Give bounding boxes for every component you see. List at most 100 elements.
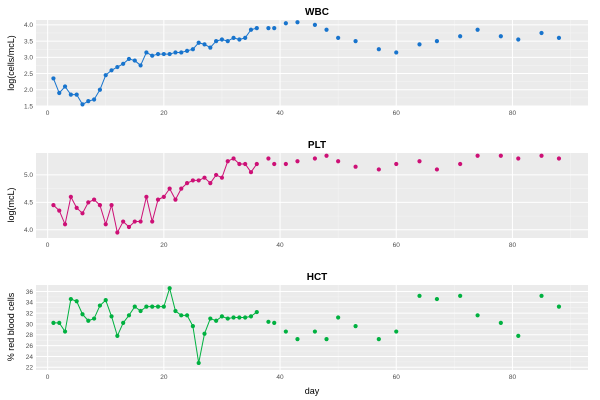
data-point	[254, 161, 259, 167]
y-tick-label: 34	[26, 300, 34, 307]
data-point	[68, 194, 73, 199]
data-point	[62, 329, 68, 334]
data-point	[86, 200, 91, 205]
data-point	[155, 304, 161, 309]
data-point	[434, 296, 440, 302]
y-tick-label: 5.0	[24, 172, 33, 179]
data-point	[475, 153, 480, 158]
data-point	[126, 224, 132, 230]
x-tick-label: 60	[393, 374, 401, 381]
data-point	[184, 48, 190, 53]
data-point	[109, 68, 114, 73]
data-point	[353, 164, 358, 169]
data-point	[498, 320, 503, 325]
data-point	[155, 51, 161, 57]
y-tick-label: 3.5	[24, 38, 33, 45]
data-point	[115, 64, 120, 70]
data-point	[539, 30, 544, 36]
data-point	[68, 92, 73, 97]
data-point	[417, 293, 422, 298]
data-point	[225, 38, 230, 44]
y-tick-label: 1.5	[24, 103, 33, 110]
x-tick-label: 20	[160, 374, 168, 381]
data-point	[498, 153, 503, 158]
data-point	[214, 172, 219, 178]
data-point	[62, 222, 68, 227]
data-point	[225, 159, 230, 164]
x-tick-label: 0	[46, 110, 50, 117]
data-point	[161, 304, 166, 309]
y-axis-label: % red blood cells	[6, 292, 16, 361]
data-point	[161, 51, 166, 57]
data-point	[121, 219, 126, 224]
data-point	[109, 314, 114, 319]
data-point	[173, 197, 178, 202]
data-point	[97, 303, 103, 308]
data-point	[516, 333, 521, 338]
data-point	[295, 159, 300, 164]
data-point	[516, 37, 521, 42]
x-tick-label: 60	[393, 242, 401, 249]
data-point	[103, 298, 108, 303]
data-point	[109, 202, 114, 208]
y-tick-label: 28	[26, 332, 34, 339]
data-point	[86, 99, 91, 104]
data-point	[190, 178, 195, 183]
x-tick-label: 0	[46, 374, 50, 381]
data-point	[312, 156, 318, 161]
data-point	[556, 304, 562, 309]
data-point	[138, 63, 143, 68]
data-point	[394, 329, 399, 334]
y-tick-label: 26	[26, 343, 34, 350]
x-tick-label: 80	[509, 242, 517, 249]
data-point	[214, 318, 219, 323]
data-point	[394, 161, 399, 167]
x-tick-label: 80	[509, 374, 517, 381]
data-point	[126, 313, 132, 318]
y-axis-label: log(cells/mcL)	[6, 35, 16, 91]
data-point	[179, 50, 184, 55]
y-tick-label: 4.0	[24, 227, 33, 234]
y-tick-label: 2.5	[24, 71, 33, 78]
data-point	[458, 293, 463, 298]
data-point	[376, 337, 381, 342]
data-point	[121, 320, 126, 325]
panel-title: WBC	[305, 7, 329, 18]
data-point	[144, 304, 149, 309]
data-point	[68, 296, 73, 302]
y-axis-label: log(mcL)	[6, 187, 16, 222]
data-point	[132, 58, 137, 63]
data-point	[202, 175, 207, 180]
data-point	[283, 329, 288, 334]
data-point	[103, 222, 108, 227]
data-point	[266, 319, 271, 324]
data-point	[202, 42, 207, 47]
data-point	[173, 50, 178, 55]
data-point	[179, 186, 184, 191]
data-point	[74, 92, 79, 97]
data-point	[458, 161, 463, 167]
panel-plt: PLT 0 20 40 60 80 4.0 4.5 5.0 log(mcL)	[6, 140, 588, 249]
data-point	[150, 304, 155, 309]
data-point	[237, 161, 242, 167]
data-point	[92, 316, 97, 321]
panel-title: PLT	[308, 140, 326, 151]
data-point	[417, 42, 422, 47]
x-axis-label: day	[305, 386, 320, 396]
data-point	[539, 293, 544, 298]
data-point	[231, 156, 236, 161]
data-point	[556, 35, 562, 40]
data-point	[237, 315, 242, 320]
data-point	[272, 161, 277, 167]
data-point	[57, 208, 62, 213]
y-tick-label: 4.0	[24, 22, 33, 29]
data-point	[498, 34, 503, 39]
data-point	[184, 181, 190, 186]
data-point	[138, 219, 143, 224]
data-point	[103, 73, 108, 78]
data-point	[248, 170, 254, 175]
data-point	[231, 315, 236, 320]
data-point	[51, 76, 56, 81]
y-tick-label: 22	[26, 365, 34, 372]
